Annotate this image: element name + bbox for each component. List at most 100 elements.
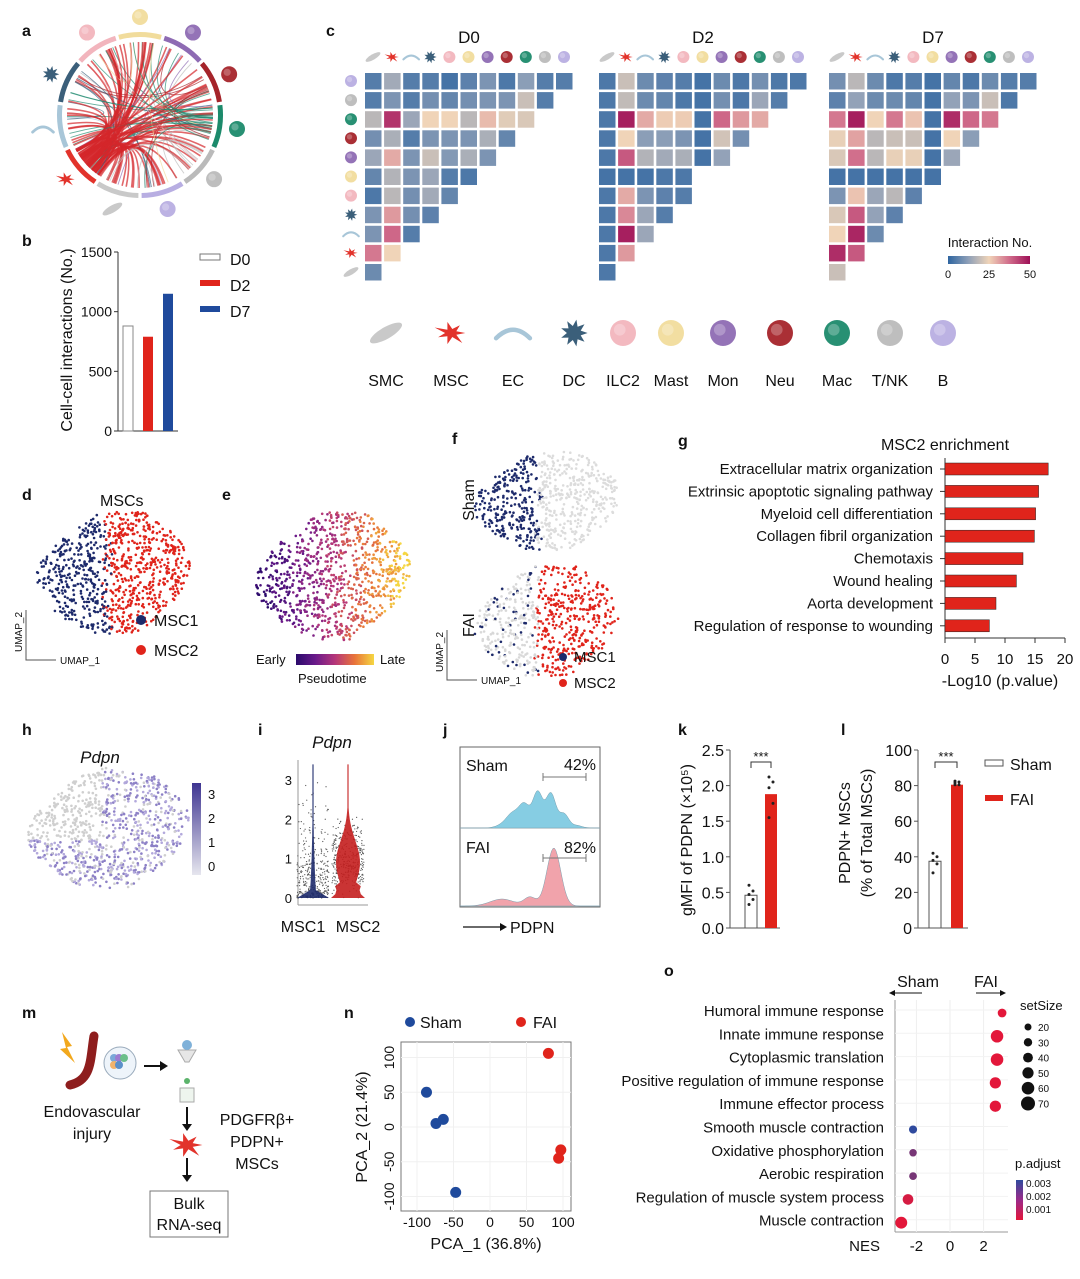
umap-point [498,603,502,606]
mac-cell-icon [753,51,766,63]
umap-point [116,558,119,562]
umap-point [117,877,120,881]
umap-point [507,473,511,476]
umap-point [88,608,91,611]
umap-point [147,602,151,606]
heatmap-cell [365,244,382,262]
umap-point [164,784,168,788]
umap-point [603,482,607,485]
panel-letter-g: g [678,433,688,450]
violin-point [304,874,306,876]
umap-point [112,608,115,611]
umap-point [573,514,577,517]
violin-point [327,865,329,867]
violin-point [307,868,309,870]
umap-point [586,496,590,500]
cell-type-label: SMC [368,373,404,390]
umap-point [526,604,530,607]
umap-point [545,565,549,569]
umap-point [68,870,72,874]
umap-point [580,469,583,473]
umap-point [151,869,155,872]
umap-point [401,576,405,580]
umap-point [394,568,398,572]
umap-point [261,576,265,580]
umap-point [493,498,496,501]
umap-point [86,870,89,873]
umap-point [489,633,493,636]
umap-point [141,546,144,549]
heatmap-cell [905,111,922,128]
umap-point [587,620,590,623]
umap-point [285,590,288,594]
umap-point [556,658,560,661]
umap-point [515,539,518,542]
umap-point [327,593,331,596]
umap-point [568,476,572,480]
umap-point [83,573,86,577]
violin-point [304,891,306,893]
umap-point [142,803,146,806]
umap-point [568,619,572,622]
umap-point [543,462,546,465]
umap-point [577,594,581,597]
violin-point [304,864,306,867]
umap-point [119,541,123,544]
umap-point [60,589,64,592]
umap-point [158,593,161,596]
umap-point [71,879,74,883]
umap-point [372,570,376,574]
umap-point [86,549,89,553]
colorbar-low-label: Early [256,652,286,667]
umap-point [491,614,495,617]
umap-point [281,555,284,559]
umap-point [573,573,576,577]
violin-point [325,865,327,867]
umap-point [141,829,144,833]
heatmap-cell [924,130,941,147]
umap-point [122,590,125,594]
violin-point [327,876,329,879]
umap-point [579,494,582,498]
violin-point [324,889,326,892]
umap-point [103,612,107,615]
umap-point [326,545,329,548]
umap-point [372,541,376,544]
umap-point [311,624,315,628]
umap-point [533,626,537,629]
umap-point [109,801,113,805]
umap-point [66,796,69,799]
umap-point [154,795,158,799]
umap-point [158,609,162,612]
cell-type-label: Mac [822,373,852,390]
umap-point [326,596,330,599]
umap-point [118,817,122,821]
umap-point [119,531,123,535]
umap-point [158,530,162,534]
umap-point [90,780,93,784]
umap-point [59,550,63,554]
umap-point [572,543,576,546]
umap-point [521,616,524,619]
umap-point [547,622,551,625]
heatmap-cell [848,130,865,147]
umap-point [148,541,152,545]
violin-point [324,831,326,833]
umap-point [572,479,576,483]
umap-point [147,583,151,587]
umap-point [384,594,387,598]
umap-point [392,540,396,543]
umap-point [484,524,487,528]
umap-point [137,842,141,846]
umap-point [86,803,90,807]
chord-link [81,125,212,160]
heatmap-cell [599,244,616,262]
violin-point [308,860,310,862]
umap-point [502,500,505,504]
umap-point [566,594,570,598]
violin-point [301,891,303,893]
umap-point [169,536,172,539]
heatmap-cell [365,187,382,205]
umap-point [569,514,572,518]
umap-point [110,769,114,772]
